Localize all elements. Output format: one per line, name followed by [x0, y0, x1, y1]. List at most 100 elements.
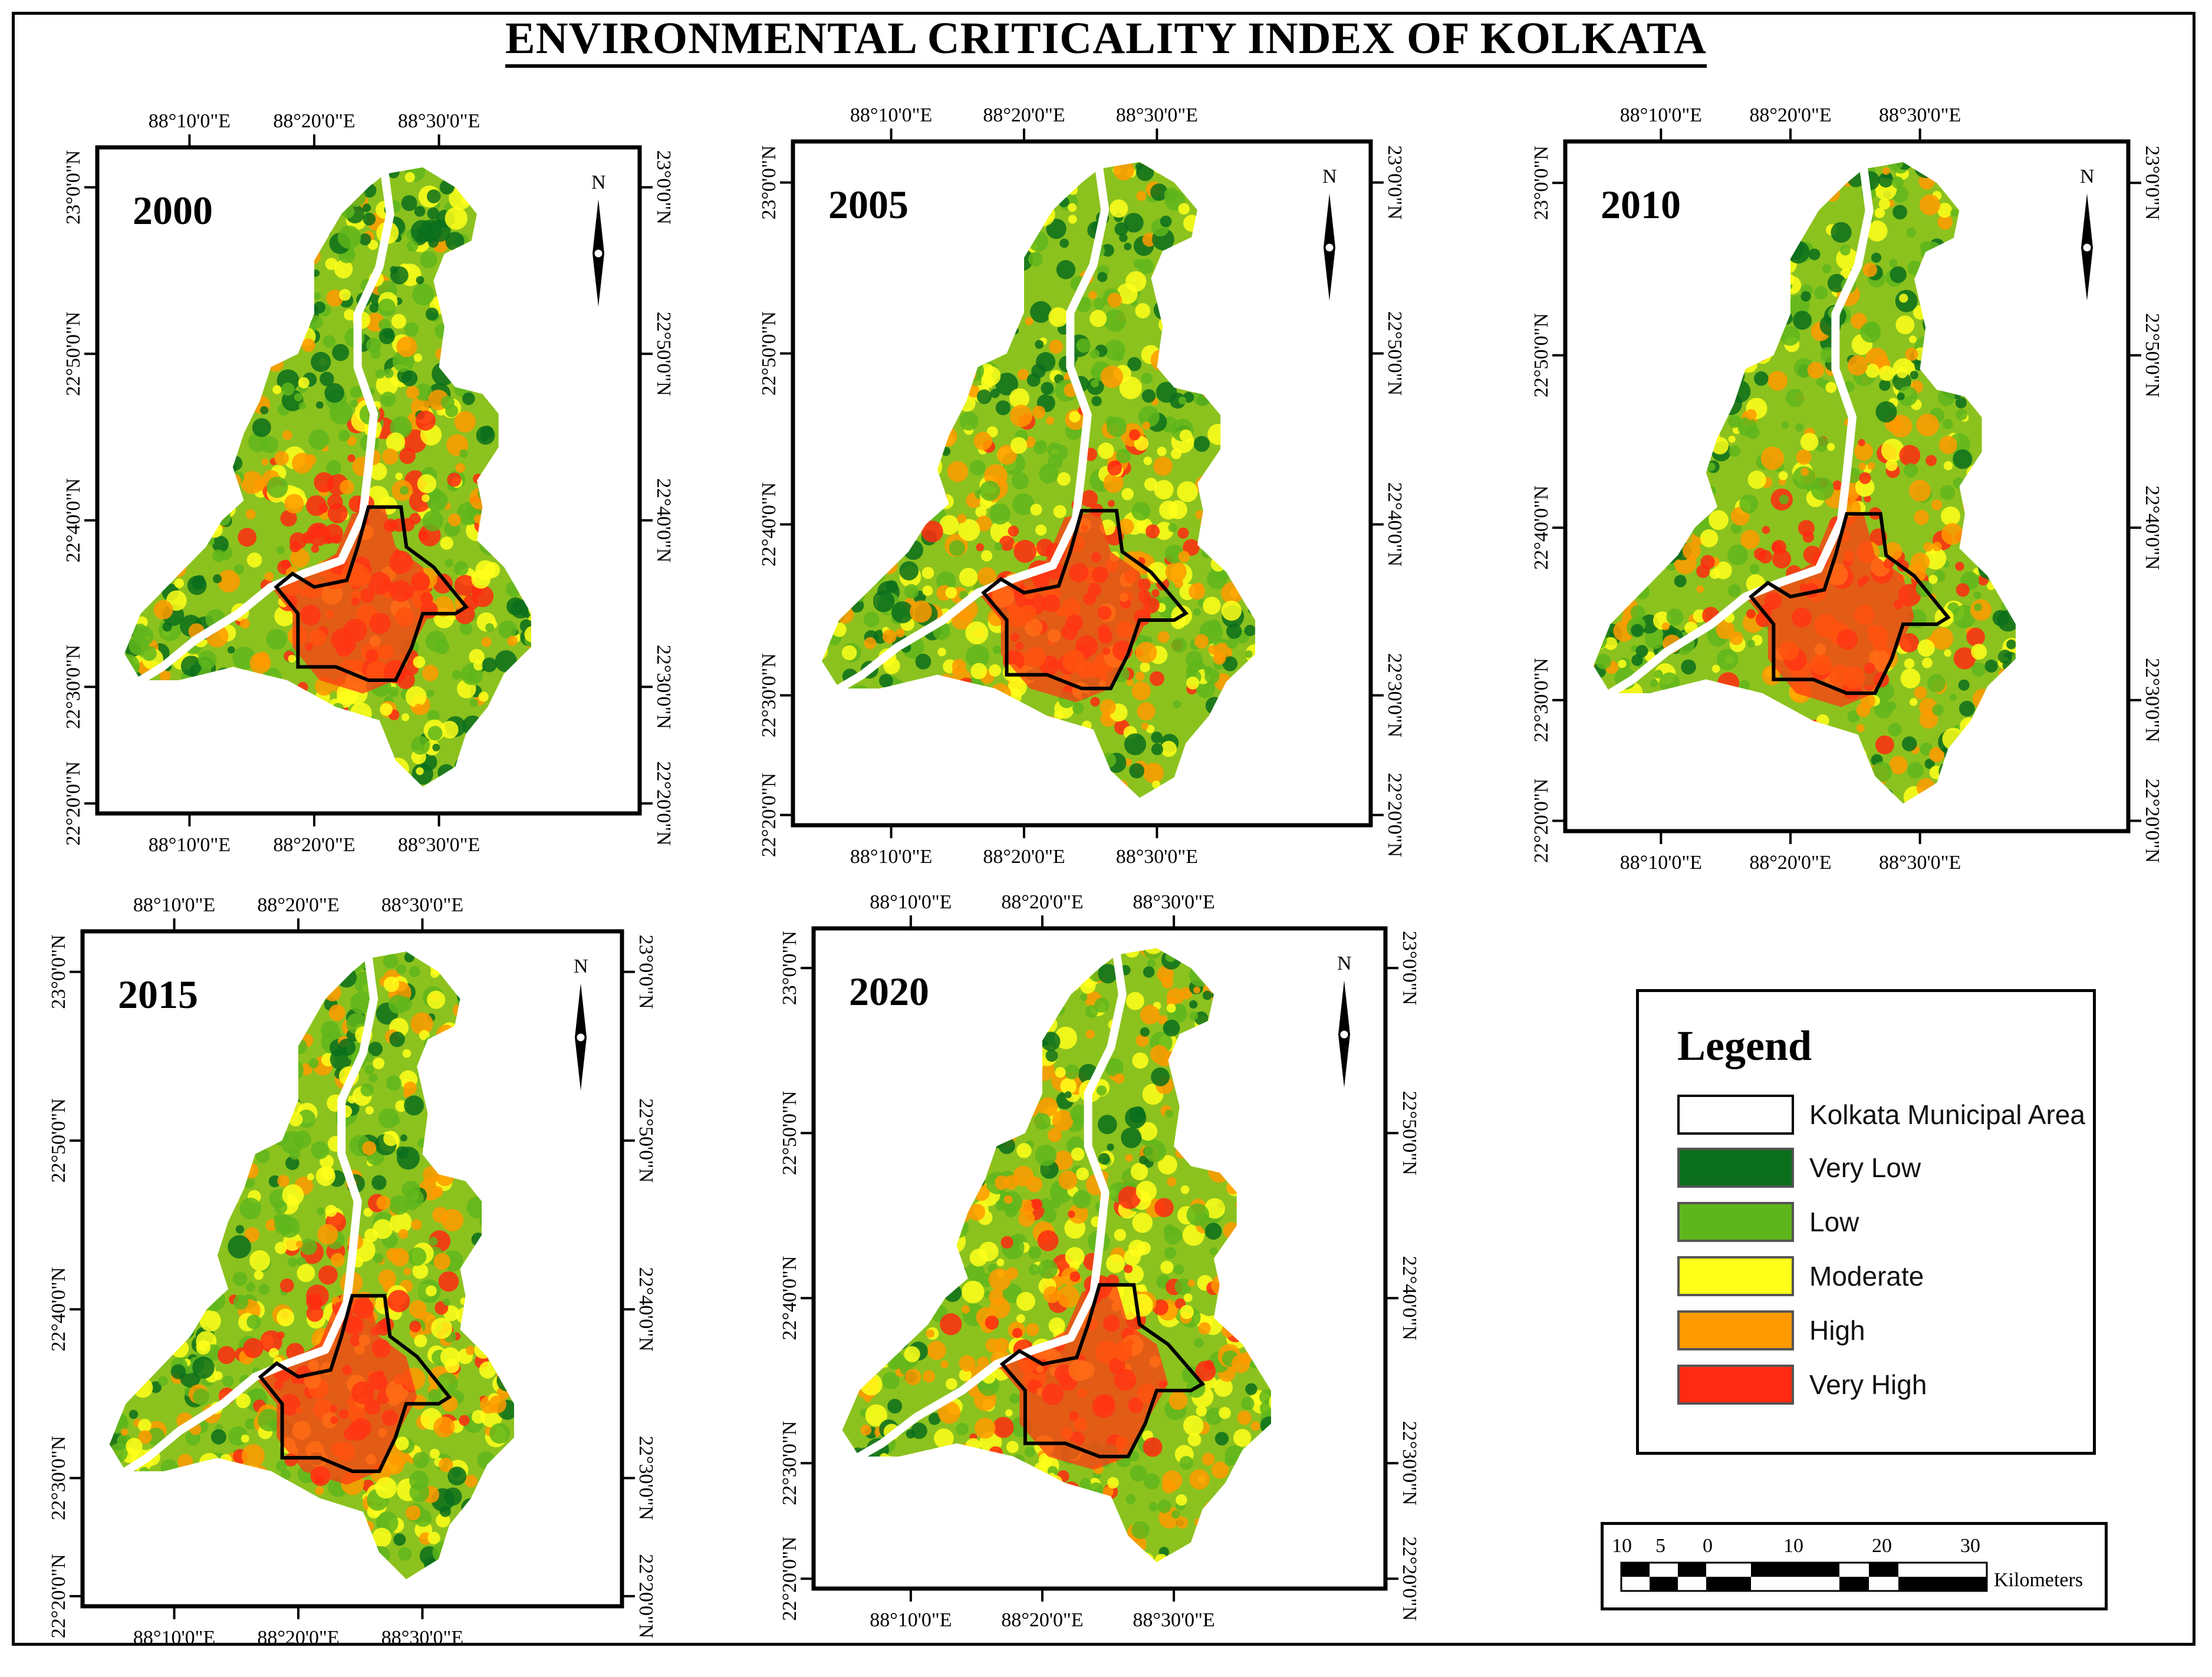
figure-title: ENVIRONMENTAL CRITICALITY INDEX OF KOLKA… — [0, 13, 2212, 64]
map-panel-2015: 2015N88°10'0"E88°10'0"E88°20'0"E88°20'0"… — [12, 861, 693, 1677]
latitude-label: 22°30'0"N — [1530, 658, 1552, 742]
longitude-label: 88°30'0"E — [398, 834, 480, 856]
legend-title: Legend — [1677, 1022, 1812, 1070]
legend-swatch — [1677, 1095, 1794, 1135]
latitude-label: 23°0'0"N — [1530, 146, 1552, 220]
latitude-label: 22°40'0"N — [1530, 486, 1552, 570]
latitude-label: 22°30'0"N — [2141, 658, 2163, 742]
legend-label: Very High — [1809, 1369, 1927, 1401]
longitude-label: 88°20'0"E — [273, 110, 355, 132]
longitude-label: 88°30'0"E — [381, 1627, 463, 1649]
latitude-label: 23°0'0"N — [1384, 146, 1405, 220]
latitude-label: 22°40'0"N — [635, 1267, 657, 1352]
longitude-label: 88°30'0"E — [398, 110, 480, 132]
latitude-label: 22°30'0"N — [758, 653, 780, 737]
latitude-label: 22°40'0"N — [2141, 486, 2163, 570]
latitude-label: 22°50'0"N — [48, 1098, 70, 1182]
longitude-label: 88°30'0"E — [381, 894, 463, 916]
panel-year-label: 2015 — [118, 972, 198, 1017]
legend-label: Low — [1809, 1206, 1859, 1238]
longitude-label: 88°20'0"E — [1001, 1609, 1083, 1631]
latitude-label: 22°30'0"N — [653, 645, 674, 729]
longitude-label: 88°30'0"E — [1133, 891, 1214, 913]
latitude-label: 22°50'0"N — [1384, 311, 1405, 396]
legend-label: Very Low — [1809, 1152, 1921, 1184]
legend-item-kolkata-municipal-area: Kolkata Municipal Area — [1677, 1093, 2085, 1136]
latitude-label: 23°0'0"N — [62, 150, 84, 225]
latitude-label: 22°50'0"N — [653, 312, 674, 396]
legend-swatch — [1677, 1256, 1794, 1296]
longitude-label: 88°10'0"E — [1620, 104, 1702, 126]
scale-label: 10 — [1612, 1535, 1632, 1557]
legend-label: Kolkata Municipal Area — [1809, 1099, 2085, 1131]
svg-text:N: N — [2080, 166, 2095, 187]
latitude-label: 22°30'0"N — [779, 1421, 801, 1505]
latitude-label: 22°40'0"N — [62, 478, 84, 562]
latitude-label: 22°50'0"N — [758, 311, 780, 396]
latitude-label: 22°40'0"N — [1384, 482, 1405, 566]
latitude-label: 22°20'0"N — [653, 761, 674, 845]
longitude-label: 88°10'0"E — [133, 894, 215, 916]
panel-year-label: 2005 — [828, 182, 908, 227]
longitude-label: 88°10'0"E — [870, 891, 952, 913]
latitude-label: 22°20'0"N — [758, 773, 780, 857]
latitude-label: 22°50'0"N — [635, 1098, 657, 1182]
legend-item-low: Low — [1677, 1201, 1859, 1243]
legend-box: Legend Kolkata Municipal Area Very Low L… — [1636, 989, 2096, 1455]
longitude-label: 88°20'0"E — [1749, 104, 1831, 126]
panel-year-label: 2000 — [133, 188, 213, 233]
svg-text:N: N — [1322, 166, 1337, 187]
latitude-label: 22°40'0"N — [1398, 1256, 1420, 1340]
longitude-label: 88°20'0"E — [983, 104, 1065, 126]
latitude-label: 22°20'0"N — [1384, 773, 1405, 857]
latitude-label: 22°20'0"N — [1530, 779, 1552, 863]
legend-item-very-low: Very Low — [1677, 1146, 1921, 1189]
latitude-label: 22°30'0"N — [1384, 653, 1405, 737]
longitude-label: 88°10'0"E — [1620, 852, 1702, 874]
scale-units: Kilometers — [1994, 1569, 2083, 1591]
map-panel-2000: 2000N88°10'0"E88°10'0"E88°20'0"E88°20'0"… — [27, 77, 710, 884]
longitude-label: 88°30'0"E — [1133, 1609, 1214, 1631]
legend-item-moderate: Moderate — [1677, 1255, 1924, 1297]
latitude-label: 22°50'0"N — [779, 1091, 801, 1175]
scale-label: 20 — [1872, 1535, 1892, 1557]
svg-text:N: N — [591, 172, 606, 193]
map-panel-2005: 2005N88°10'0"E88°10'0"E88°20'0"E88°20'0"… — [722, 71, 1441, 896]
longitude-label: 88°10'0"E — [149, 834, 231, 856]
scale-label: 5 — [1655, 1535, 1665, 1557]
latitude-label: 23°0'0"N — [653, 150, 674, 225]
legend-swatch — [1677, 1310, 1794, 1350]
latitude-label: 22°40'0"N — [48, 1267, 70, 1352]
latitude-label: 22°40'0"N — [779, 1256, 801, 1340]
legend-label: Moderate — [1809, 1260, 1924, 1292]
latitude-label: 22°20'0"N — [1398, 1537, 1420, 1621]
longitude-label: 88°20'0"E — [257, 1627, 339, 1649]
scale-bar-graphic: 10 5 0 10 20 30 Kilometers — [1604, 1525, 2105, 1607]
longitude-label: 88°20'0"E — [257, 894, 339, 916]
latitude-label: 22°20'0"N — [2141, 779, 2163, 863]
legend-swatch — [1677, 1202, 1794, 1242]
longitude-label: 88°30'0"E — [1116, 104, 1198, 126]
longitude-label: 88°20'0"E — [273, 834, 355, 856]
legend-swatch — [1677, 1148, 1794, 1188]
legend-swatch — [1677, 1365, 1794, 1405]
scale-label: 30 — [1960, 1535, 1980, 1557]
longitude-label: 88°20'0"E — [1749, 852, 1831, 874]
latitude-label: 22°50'0"N — [62, 312, 84, 396]
legend-label: High — [1809, 1314, 1865, 1346]
latitude-label: 23°0'0"N — [1398, 931, 1420, 1005]
scale-label: 10 — [1783, 1535, 1803, 1557]
latitude-label: 23°0'0"N — [758, 146, 780, 220]
latitude-label: 22°20'0"N — [779, 1537, 801, 1621]
longitude-label: 88°10'0"E — [870, 1609, 952, 1631]
longitude-label: 88°30'0"E — [1879, 852, 1961, 874]
latitude-label: 22°50'0"N — [2141, 313, 2163, 397]
scale-bar-segments — [1621, 1563, 1987, 1591]
longitude-label: 88°20'0"E — [1001, 891, 1083, 913]
panel-year-label: 2010 — [1601, 182, 1681, 227]
longitude-label: 88°10'0"E — [133, 1627, 215, 1649]
latitude-label: 23°0'0"N — [779, 931, 801, 1005]
latitude-label: 22°40'0"N — [653, 478, 674, 562]
legend-item-very-high: Very High — [1677, 1363, 1927, 1406]
latitude-label: 22°50'0"N — [1398, 1091, 1420, 1175]
